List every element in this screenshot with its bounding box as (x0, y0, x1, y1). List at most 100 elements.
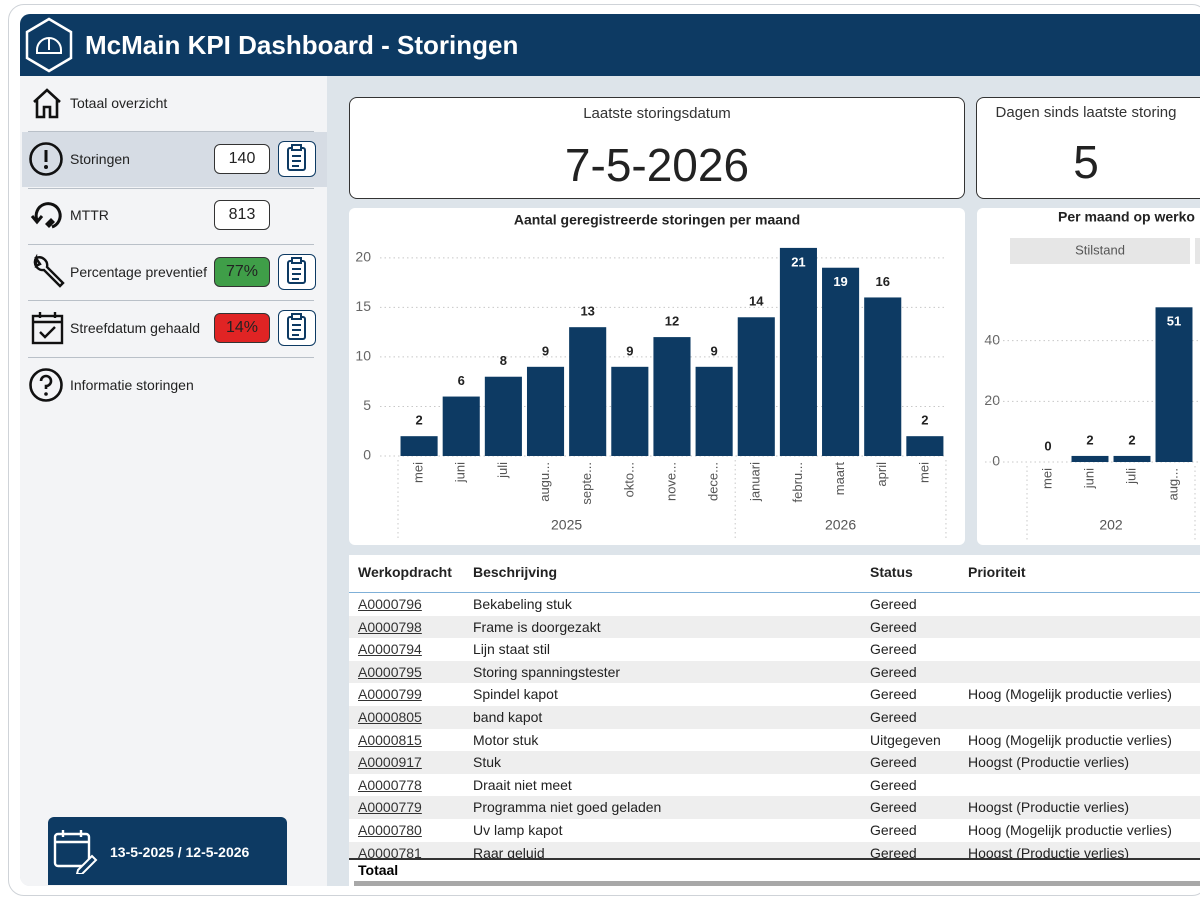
stage: McMain KPI Dashboard - Storingen Totaal … (20, 14, 1200, 886)
table-cell: Gereed (870, 686, 917, 703)
kpi-label: Laatste storingsdatum (583, 105, 731, 122)
total-label: Totaal (358, 862, 399, 878)
logo (25, 17, 73, 73)
kpi-value-box: 14% (214, 313, 270, 343)
column-header[interactable]: Werkopdracht (358, 564, 452, 580)
clipboard-icon (287, 144, 306, 171)
table-cell: Gereed (870, 618, 917, 635)
work-order-link[interactable]: A0000778 (358, 776, 422, 793)
nav-item[interactable] (22, 76, 327, 131)
dashboard-title: McMain KPI Dashboard - Storingen (85, 30, 519, 60)
table-cell: Bekabeling stuk (473, 596, 572, 612)
wrench-icon (33, 254, 65, 288)
work-order-link[interactable]: A0000798 (358, 618, 422, 635)
calendar-check-icon (31, 312, 64, 345)
nav-label: Percentage preventief (70, 264, 207, 280)
table-cell: Stuk (473, 754, 502, 771)
table-row: A0000796 Bekabeling stuk Gereed (349, 593, 1200, 616)
table-cell: Hoogst (Productie verlies) (968, 844, 1130, 859)
clipboard-icon (287, 257, 306, 284)
work-order-link[interactable]: A0000795 (358, 663, 422, 680)
header-bar (20, 14, 1200, 76)
kpi-value-box: 140 (214, 144, 270, 174)
total-row: Totaal (349, 858, 1200, 882)
separator (28, 300, 314, 301)
table-cell: Gereed (870, 844, 917, 859)
calendar-edit-icon (53, 830, 98, 874)
table-cell: Draait niet meet (473, 776, 572, 793)
dashboard: McMain KPI Dashboard - Storingen Totaal … (20, 14, 1200, 886)
table-cell: Hoog (Mogelijk productie verlies) (968, 822, 1172, 838)
separator (28, 131, 314, 132)
table-cell: Gereed (870, 799, 917, 816)
work-order-link[interactable]: A0000917 (358, 754, 422, 771)
table-cell: Frame is doorgezakt (473, 618, 601, 635)
work-order-link[interactable]: A0000805 (358, 709, 422, 725)
kpi-card (349, 97, 965, 199)
table-row: A0000778 Draait niet meet Gereed (349, 774, 1200, 797)
table-cell: Gereed (870, 709, 917, 725)
chart-card (977, 208, 1200, 545)
table-cell: Lijn staat stil (473, 641, 551, 658)
work-order-link[interactable]: A0000794 (358, 641, 422, 658)
table-row: A0000815 Motor stuk Uitgegeven Hoog (Mogeli… (349, 729, 1200, 752)
mttr-icon (30, 202, 62, 229)
table-cell: Gereed (870, 663, 917, 680)
table-cell: Raar geluid (473, 844, 545, 859)
table-cell: Programma niet goed geladen (473, 799, 662, 816)
work-order-link[interactable]: A0000780 (358, 822, 422, 838)
alert-icon (29, 142, 63, 176)
table-cell: Motor stuk (473, 731, 539, 748)
table-row: A0000780 Uv lamp kapot Gereed Hoog (Mogelij… (349, 819, 1200, 842)
kpi-value: 5 (1073, 136, 1099, 188)
column-header[interactable]: Prioriteit (968, 564, 1026, 580)
table-cell: Hoog (Mogelijk productie verlies) (968, 731, 1172, 748)
sidebar (20, 76, 327, 886)
nav-label: Streefdatum gehaald (70, 320, 200, 336)
separator (28, 188, 314, 189)
table-cell: Gereed (870, 822, 917, 838)
details-button[interactable] (278, 141, 316, 177)
nav-item[interactable] (22, 132, 327, 187)
question-icon (29, 368, 63, 402)
table-cell: Gereed (870, 776, 917, 793)
work-order-link[interactable]: A0000781 (358, 844, 422, 859)
nav-label: Informatie storingen (70, 377, 194, 393)
table-row: A0000794 Lijn staat stil Gereed (349, 638, 1200, 661)
work-order-link[interactable]: A0000779 (358, 799, 422, 816)
table-row: A0000798 Frame is doorgezakt Gereed (349, 615, 1200, 639)
kpi-value-box: 77% (214, 257, 270, 287)
nav-label: Storingen (70, 151, 130, 167)
nav-label: MTTR (70, 207, 109, 223)
separator (28, 357, 314, 358)
table-body: A0000796 Bekabeling stuk Gereed A0000798 Fra… (349, 592, 1200, 859)
work-order-link[interactable]: A0000799 (358, 686, 422, 703)
table-cell: Hoogst (Productie verlies) (968, 799, 1130, 816)
table-cell: Uitgegeven (870, 731, 941, 748)
column-header[interactable]: Beschrijving (473, 564, 558, 580)
table-row: A0000779 Programma niet goed geladen Geree… (349, 796, 1200, 819)
kpi-value-box: 813 (214, 200, 270, 230)
table-row: A0000781 Raar geluid Gereed Hoogst (Product… (349, 841, 1200, 859)
table-cell: Spindel kapot (473, 686, 558, 703)
table-cell: Gereed (870, 754, 917, 771)
details-button[interactable] (278, 310, 316, 346)
table-cell: Storing spanningstester (473, 663, 621, 680)
home-icon (33, 88, 61, 119)
separator (28, 244, 314, 245)
work-order-link[interactable]: A0000796 (358, 596, 422, 612)
date-range-text: 13-5-2025 / 12-5-2026 (110, 844, 250, 860)
chart-card (349, 208, 965, 545)
clipboard-icon (287, 313, 306, 340)
nav-label: Totaal overzicht (70, 95, 168, 111)
table-cell: band kapot (473, 709, 543, 725)
kpi-label: Dagen sinds laatste storing (995, 104, 1177, 121)
table-row: A0000799 Spindel kapot Gereed Hoog (Mogelij… (349, 683, 1200, 706)
table-cell: Uv lamp kapot (473, 822, 563, 838)
work-order-link[interactable]: A0000815 (358, 731, 422, 748)
scrollbar (354, 881, 1200, 886)
details-button[interactable] (278, 254, 316, 290)
column-header[interactable]: Status (870, 564, 913, 580)
table-row: A0000805 band kapot Gereed (349, 706, 1200, 729)
